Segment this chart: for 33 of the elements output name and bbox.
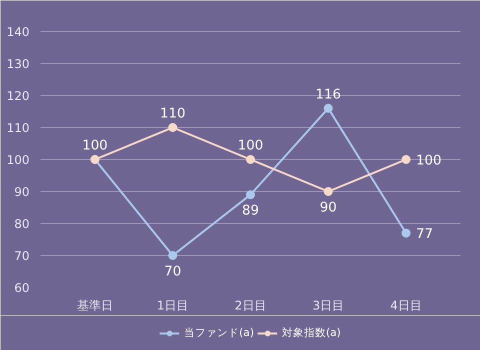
y-tick-label: 70 bbox=[14, 249, 30, 263]
data-label: 110 bbox=[160, 106, 186, 122]
point bbox=[324, 104, 333, 113]
y-tick-label: 80 bbox=[14, 217, 30, 231]
x-tick-label: 基準日 bbox=[76, 298, 113, 312]
data-label: 116 bbox=[316, 87, 342, 102]
x-tick-label: 4日目 bbox=[390, 298, 422, 312]
data-label: 100 bbox=[82, 138, 108, 154]
point bbox=[168, 251, 178, 260]
data-label: 77 bbox=[416, 227, 434, 242]
point bbox=[246, 190, 255, 200]
legend-label: 対象指数(a) bbox=[282, 326, 341, 340]
point bbox=[402, 228, 411, 238]
data-label: 100 bbox=[238, 138, 264, 154]
data-label: 70 bbox=[164, 264, 182, 280]
point bbox=[402, 155, 411, 164]
y-tick-label: 130 bbox=[6, 57, 30, 71]
y-tick-label: 110 bbox=[6, 121, 30, 135]
legend-label: 当ファンド(a) bbox=[184, 326, 254, 340]
x-tick-label: 2日目 bbox=[234, 298, 266, 312]
y-tick-label: 90 bbox=[14, 185, 30, 199]
y-tick-label: 60 bbox=[14, 281, 30, 295]
point bbox=[168, 123, 178, 132]
x-tick-label: 3日目 bbox=[312, 298, 344, 312]
y-tick-label: 120 bbox=[6, 89, 30, 103]
data-label: 89 bbox=[242, 204, 259, 219]
point bbox=[324, 187, 333, 196]
point bbox=[246, 155, 255, 164]
x-tick-label: 1日目 bbox=[156, 298, 189, 312]
y-tick-label: 140 bbox=[6, 25, 30, 39]
data-label: 90 bbox=[320, 200, 337, 216]
data-label: 100 bbox=[416, 154, 442, 168]
y-tick-label: 100 bbox=[6, 153, 30, 167]
